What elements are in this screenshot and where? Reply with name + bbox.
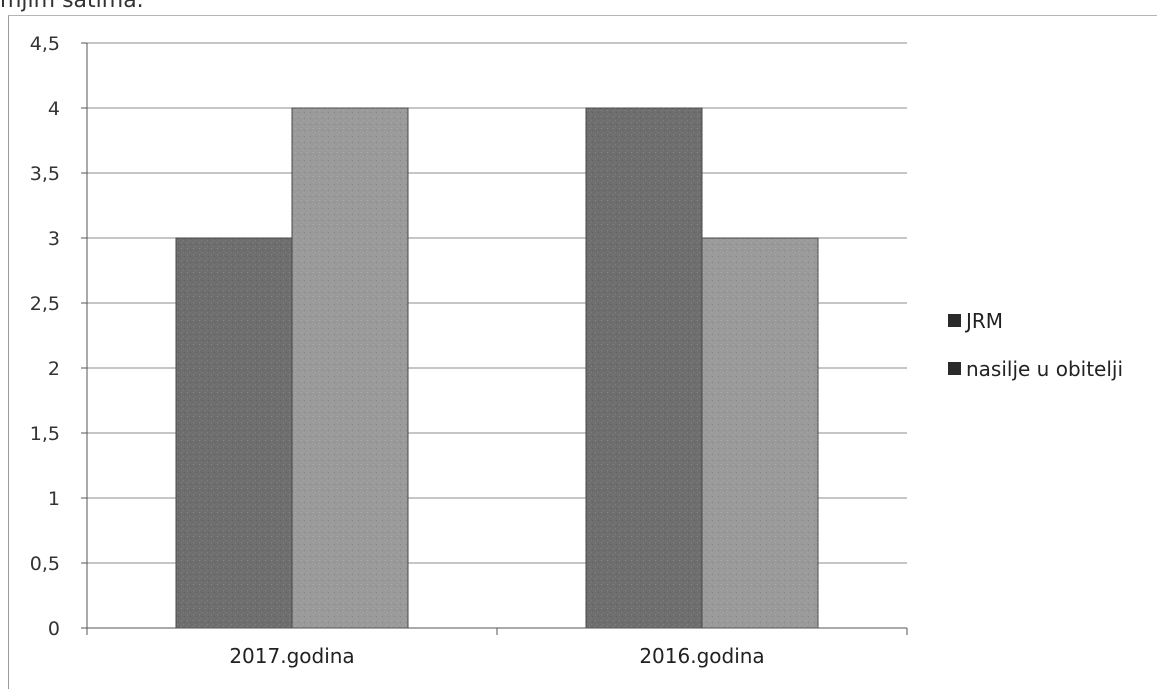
y-tick-label: 1,5 (30, 423, 60, 445)
y-tick-labels: 0 0,5 1 1,5 2 2,5 3 3,5 4 4,5 (30, 33, 60, 640)
x-tick-labels: 2017.godina 2016.godina (229, 644, 764, 668)
legend: JRM nasilje u obitelji (948, 309, 1123, 381)
y-tick-label: 4 (48, 98, 60, 120)
bar-texture (176, 238, 292, 628)
y-tick-label: 0 (48, 618, 60, 640)
legend-label: nasilje u obitelji (966, 357, 1123, 381)
bar-texture (586, 108, 702, 628)
x-tick-label: 2016.godina (639, 644, 764, 668)
x-tick-label: 2017.godina (229, 644, 354, 668)
chart-frame (8, 15, 1157, 689)
y-tick-label: 2,5 (30, 293, 60, 315)
y-tick-label: 4,5 (30, 33, 60, 55)
y-tick-label: 2 (48, 358, 60, 380)
bar-texture (292, 108, 408, 628)
y-tick-label: 0,5 (30, 553, 60, 575)
y-tick-label: 3 (48, 228, 60, 250)
y-tick-label: 1 (48, 488, 60, 510)
bars (175, 107, 819, 629)
y-tick-label: 3,5 (30, 163, 60, 185)
axes (81, 42, 908, 635)
bar-texture (702, 238, 818, 628)
legend-swatch (948, 314, 961, 327)
caption-fragment: mjim satima. (0, 0, 144, 13)
legend-swatch (948, 362, 961, 375)
legend-label: JRM (964, 309, 1003, 333)
